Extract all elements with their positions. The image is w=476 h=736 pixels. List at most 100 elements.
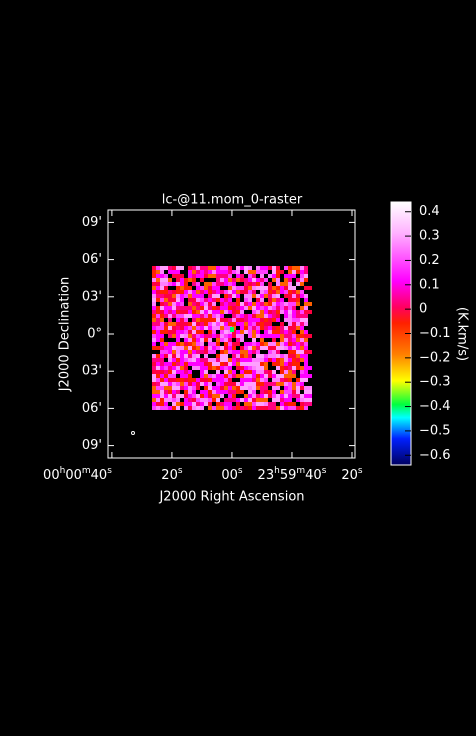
raster-pixel xyxy=(236,322,240,326)
raster-pixel xyxy=(216,398,220,402)
colorbar-tick-label: −0.6 xyxy=(419,448,451,463)
raster-pixel xyxy=(304,362,308,366)
raster-pixel xyxy=(284,314,288,318)
raster-pixel xyxy=(300,282,304,286)
raster-pixel xyxy=(208,322,212,326)
raster-pixel xyxy=(180,278,184,282)
raster-pixel xyxy=(192,278,196,282)
raster-pixel xyxy=(176,318,180,322)
raster-pixel xyxy=(152,358,156,362)
raster-pixel xyxy=(284,374,288,378)
raster-pixel xyxy=(228,274,232,278)
raster-pixel xyxy=(296,282,300,286)
raster-pixel xyxy=(296,354,300,358)
raster-pixel xyxy=(184,294,188,298)
raster-pixel xyxy=(224,350,228,354)
raster-pixel xyxy=(272,378,280,382)
raster-pixel xyxy=(200,322,204,326)
raster-pixel xyxy=(200,390,208,394)
raster-pixel xyxy=(304,274,308,278)
raster-pixel xyxy=(276,278,280,282)
raster-pixel xyxy=(304,302,312,306)
raster-pixel xyxy=(276,270,280,274)
raster-pixel xyxy=(228,386,232,390)
raster-pixel xyxy=(280,334,284,338)
raster-pixel xyxy=(220,338,224,342)
raster-pixel xyxy=(160,390,164,394)
raster-pixel xyxy=(160,350,168,354)
raster-pixel xyxy=(280,390,284,394)
raster-pixel xyxy=(184,334,188,338)
raster-pixel xyxy=(280,378,284,382)
raster-pixel xyxy=(164,274,168,278)
raster-pixel xyxy=(240,378,248,382)
raster-pixel xyxy=(160,302,164,306)
raster-pixel xyxy=(224,378,228,382)
raster-pixel xyxy=(180,314,184,318)
raster-pixel xyxy=(236,338,240,342)
raster-pixel xyxy=(176,302,180,306)
raster-pixel xyxy=(276,342,280,346)
raster-pixel xyxy=(244,294,252,298)
raster-pixel xyxy=(200,286,204,290)
raster-pixel xyxy=(240,326,244,330)
raster-pixel xyxy=(180,306,184,310)
raster-pixel xyxy=(216,342,220,346)
raster-pixel xyxy=(176,330,184,334)
raster-pixel xyxy=(212,350,216,354)
raster-pixel xyxy=(300,342,304,346)
raster-pixel xyxy=(192,382,196,386)
raster-pixel xyxy=(228,310,232,314)
raster-pixel xyxy=(268,394,272,398)
raster-pixel xyxy=(304,402,312,406)
raster-pixel xyxy=(156,298,160,302)
raster-pixel xyxy=(272,398,276,402)
raster-pixel xyxy=(208,350,212,354)
raster-pixel xyxy=(276,282,280,286)
raster-pixel xyxy=(172,266,176,270)
x-tick-label: 23h59m40s xyxy=(258,466,327,483)
raster-pixel xyxy=(220,394,224,398)
raster-pixel xyxy=(264,378,268,382)
raster-pixel xyxy=(276,274,280,278)
raster-pixel xyxy=(172,402,176,406)
raster-pixel xyxy=(188,322,192,326)
raster-pixel xyxy=(276,294,280,298)
raster-pixel xyxy=(160,314,164,318)
raster-pixel xyxy=(208,282,212,286)
y-tick-label: 0° xyxy=(87,327,102,342)
raster-pixel xyxy=(264,322,268,326)
raster-pixel xyxy=(252,398,256,402)
raster-pixel xyxy=(176,398,180,402)
raster-pixel xyxy=(196,286,200,290)
raster-pixel xyxy=(240,382,244,386)
raster-pixel xyxy=(160,362,164,366)
raster-pixel xyxy=(248,406,252,410)
raster-pixel xyxy=(152,362,156,366)
raster-pixel xyxy=(252,310,256,314)
raster-pixel xyxy=(200,334,204,338)
raster-pixel xyxy=(260,374,264,378)
raster-pixel xyxy=(236,314,240,318)
raster-pixel xyxy=(164,378,168,382)
raster-pixel xyxy=(228,342,232,346)
raster-pixel xyxy=(224,330,228,334)
raster-pixel xyxy=(236,278,240,282)
raster-pixel xyxy=(272,370,276,374)
raster-pixel xyxy=(152,370,156,374)
raster-pixel xyxy=(208,306,212,310)
x-tick-label: 20s xyxy=(161,466,183,483)
raster-pixel xyxy=(176,270,180,274)
raster-pixel xyxy=(200,330,204,334)
raster-pixel xyxy=(172,382,176,386)
raster-pixel xyxy=(216,354,220,358)
raster-pixel xyxy=(168,290,172,294)
raster-pixel xyxy=(184,402,192,406)
raster-pixel xyxy=(172,342,176,346)
raster-pixel xyxy=(228,298,232,302)
raster-pixel xyxy=(172,306,176,310)
raster-pixel xyxy=(220,390,228,394)
raster-pixel xyxy=(192,386,196,390)
raster-pixel xyxy=(284,346,288,350)
raster-pixel xyxy=(172,302,176,306)
